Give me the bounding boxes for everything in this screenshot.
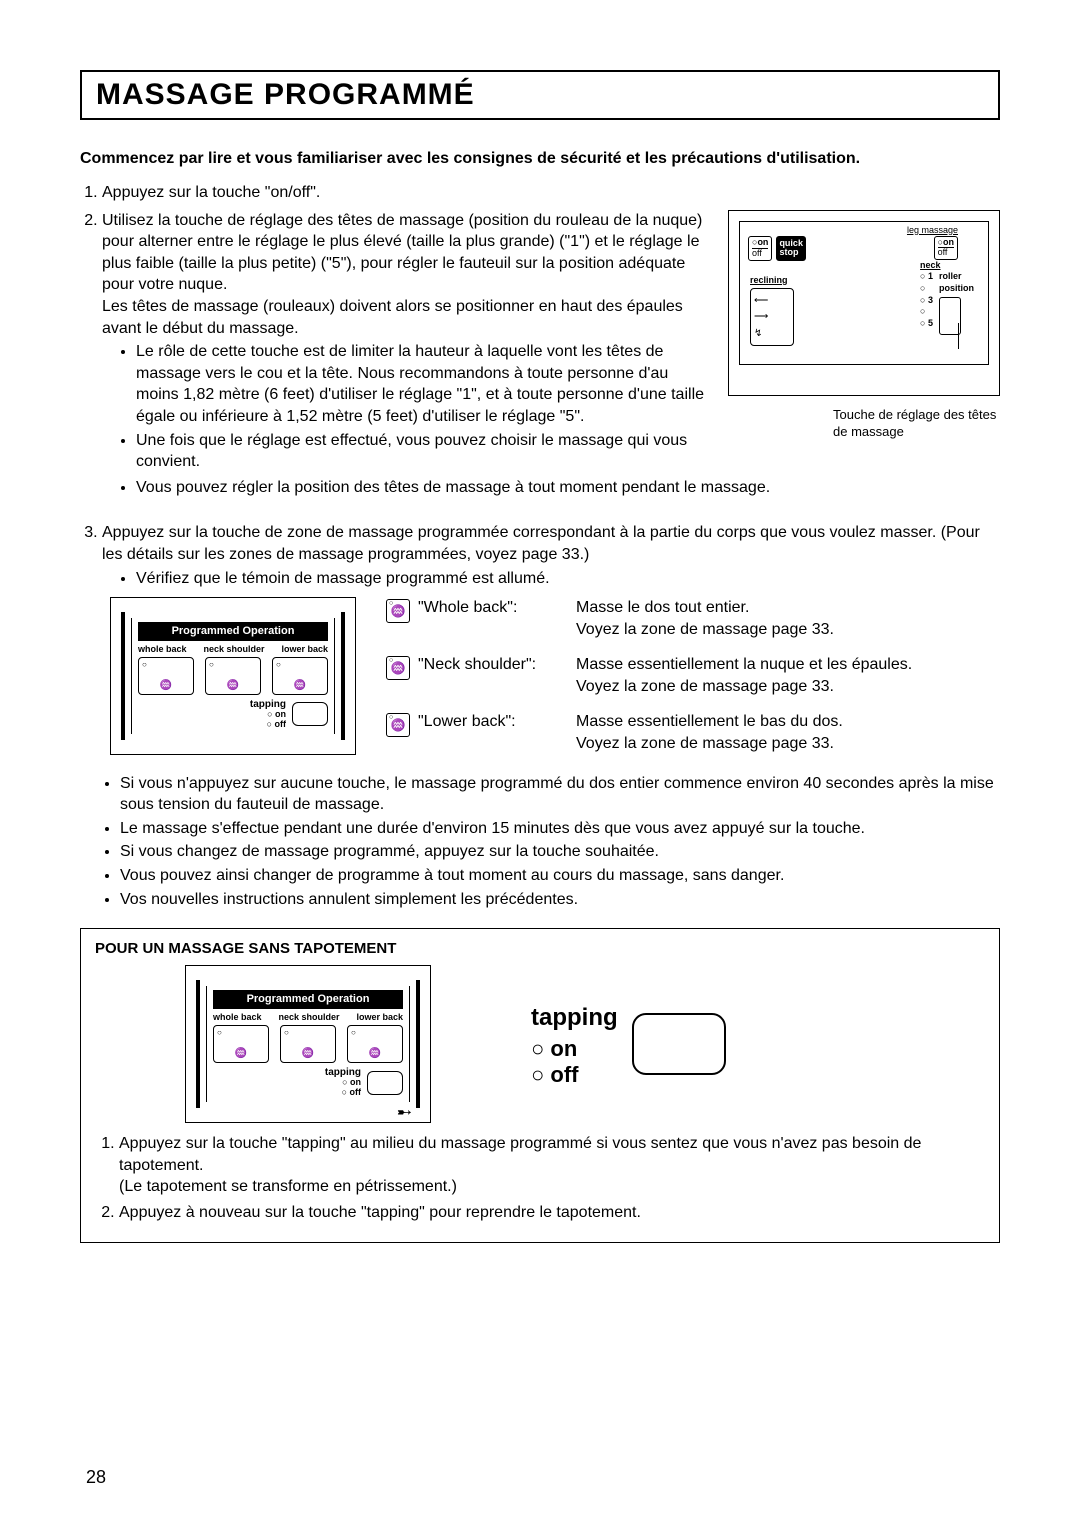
lower-back-label: "Lower back":	[418, 711, 568, 733]
col-lower: lower back	[281, 643, 328, 655]
col-whole: whole back	[138, 643, 187, 655]
lower-back-btn: ○♒	[272, 657, 328, 695]
on-off-btn: ○onoff	[748, 236, 772, 261]
sans-step-1: Appuyez sur la touche "tapping" au milie…	[119, 1133, 985, 1198]
neck-shoulder-label: "Neck shoulder":	[418, 654, 568, 676]
neck-label: neck	[920, 260, 974, 272]
note-2: Le massage s'effectue pendant une durée …	[120, 818, 1000, 840]
col-neck-2: neck shoulder	[278, 1011, 339, 1023]
neck-shoulder-desc: Masse essentiellement la nuque et les ép…	[576, 654, 1000, 697]
step2-p2: Les têtes de massage (rouleaux) doivent …	[102, 296, 708, 339]
touche-label: Touche de réglage des têtes de massage	[833, 407, 1003, 441]
quick-stop-btn: quickstop	[776, 236, 806, 262]
col-lower-2: lower back	[356, 1011, 403, 1023]
programmed-panel-2: Programmed Operation whole back neck sho…	[185, 965, 431, 1123]
reclining-box: ⟵⟶↯	[750, 288, 794, 346]
big-tapping-btn	[632, 1013, 726, 1075]
sans-title: POUR UN MASSAGE SANS TAPOTEMENT	[95, 939, 985, 959]
prog-header: Programmed Operation	[138, 622, 328, 641]
note-1: Si vous n'appuyez sur aucune touche, le …	[120, 773, 1000, 816]
lower-back-btn-2: ○♒	[347, 1025, 403, 1063]
remote-panel-a: leg massage ○onoff quickstop ○onoff recl…	[728, 210, 1000, 396]
note-3: Si vous changez de massage programmé, ap…	[120, 841, 1000, 863]
big-on: on	[550, 1036, 577, 1061]
lower-back-icon: ♒	[386, 713, 410, 737]
neck-shoulder-btn: ○♒	[205, 657, 261, 695]
note-4: Vous pouvez ainsi changer de programme à…	[120, 865, 1000, 887]
whole-back-desc: Masse le dos tout entier. Voyez la zone …	[576, 597, 1000, 640]
neck-shoulder-icon: ♒	[386, 656, 410, 680]
page-title: MASSAGE PROGRAMMÉ	[96, 78, 984, 112]
col-neck: neck shoulder	[203, 643, 264, 655]
title-box: MASSAGE PROGRAMMÉ	[80, 70, 1000, 120]
sans-tapotement-box: POUR UN MASSAGE SANS TAPOTEMENT Programm…	[80, 928, 1000, 1242]
step-3: Appuyez sur la touche de zone de massage…	[102, 522, 1000, 589]
whole-back-label: "Whole back":	[418, 597, 568, 619]
step-2: Utilisez la touche de réglage des têtes …	[102, 210, 1000, 499]
tapping-btn-sm-2	[367, 1071, 403, 1095]
prog-header-2: Programmed Operation	[213, 990, 403, 1009]
note-5: Vos nouvelles instructions annulent simp…	[120, 889, 1000, 911]
notes: Si vous n'appuyez sur aucune touche, le …	[80, 773, 1000, 911]
big-off: off	[550, 1062, 578, 1087]
whole-back-btn-2: ○♒	[213, 1025, 269, 1063]
neck-shoulder-btn-2: ○♒	[280, 1025, 336, 1063]
programmed-panel: Programmed Operation whole back neck sho…	[110, 597, 356, 755]
tapping-btn-sm	[292, 702, 328, 726]
big-tapping: tapping ○ on ○ off	[531, 1002, 726, 1087]
col-whole-2: whole back	[213, 1011, 262, 1023]
step2-b2: Une fois que le réglage est effectué, vo…	[136, 430, 708, 473]
arrow-icon: ➸	[397, 1100, 412, 1124]
step2-b1: Le rôle de cette touche est de limiter l…	[136, 341, 708, 427]
page-number: 28	[86, 1467, 106, 1488]
intro-text: Commencez par lire et vous familiariser …	[80, 150, 1000, 168]
step-1: Appuyez sur la touche "on/off".	[102, 182, 1000, 204]
whole-back-btn: ○♒	[138, 657, 194, 695]
step2-b3: Vous pouvez régler la position des têtes…	[136, 477, 1000, 499]
big-tapping-label: tapping	[531, 1002, 618, 1034]
reclining-label: reclining	[750, 274, 794, 286]
leg-massage-label: leg massage	[907, 224, 958, 236]
whole-back-icon: ♒	[386, 599, 410, 623]
step3-p1: Appuyez sur la touche de zone de massage…	[102, 522, 1000, 565]
lower-back-desc: Masse essentiellement le bas du dos. Voy…	[576, 711, 1000, 754]
step2-p1: Utilisez la touche de réglage des têtes …	[102, 210, 708, 296]
leg-on-off-btn: ○onoff	[934, 236, 958, 261]
sans-step-2: Appuyez à nouveau sur la touche "tapping…	[119, 1202, 985, 1224]
step3-b1: Vérifiez que le témoin de massage progra…	[136, 568, 1000, 590]
